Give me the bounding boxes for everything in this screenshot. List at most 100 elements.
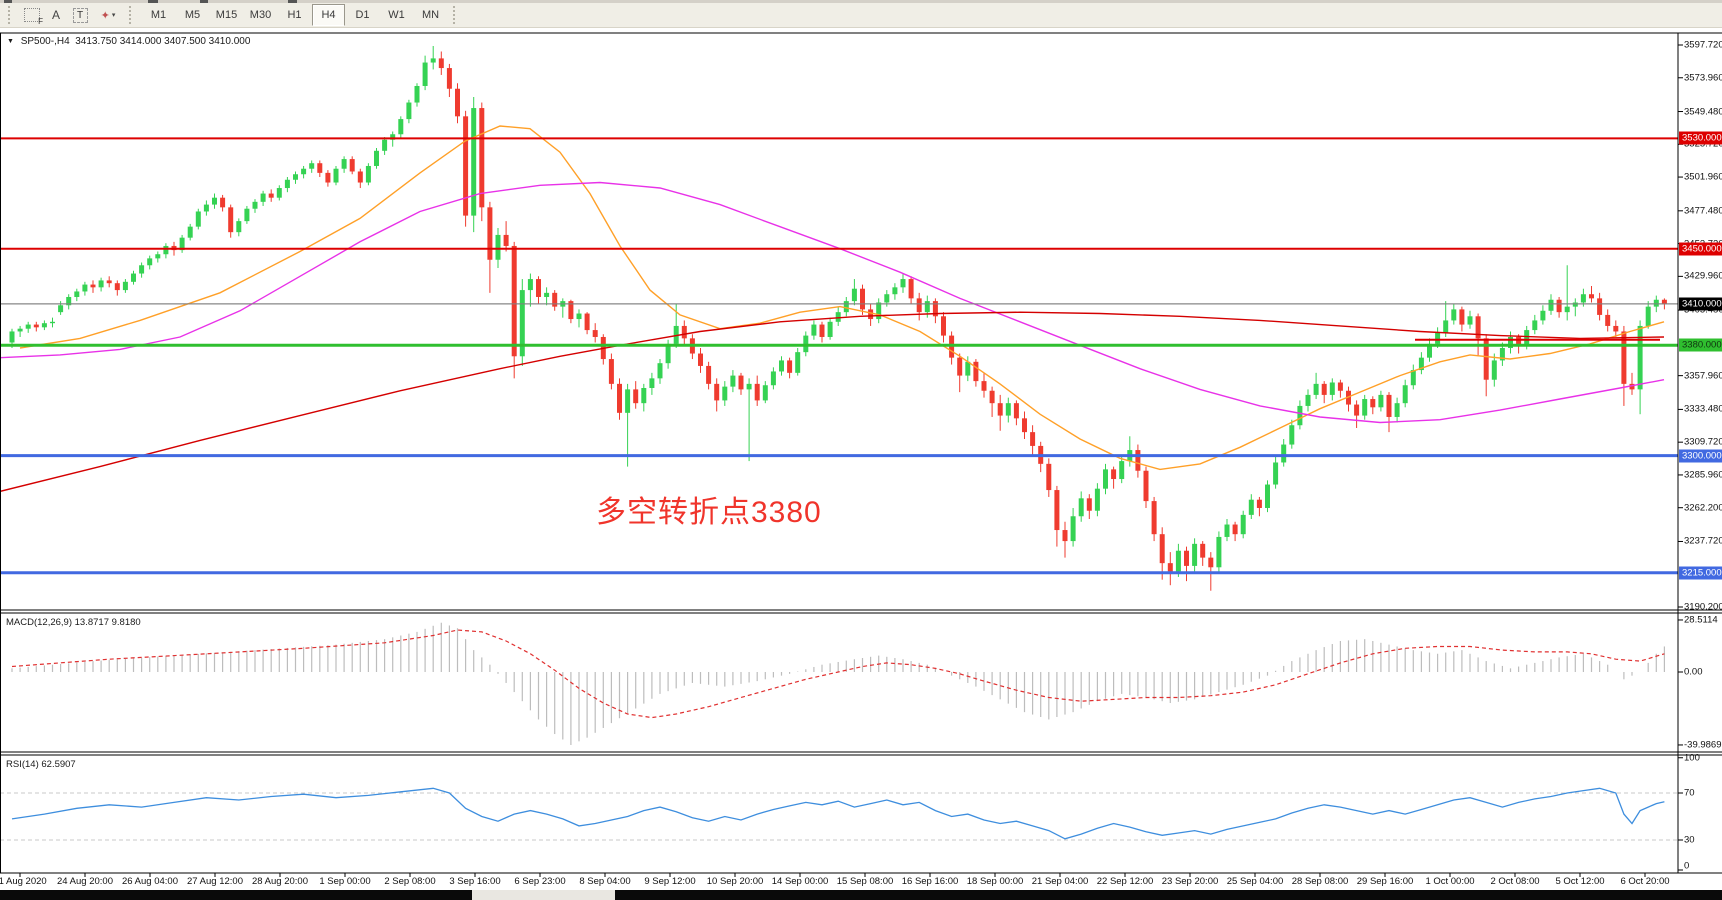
candle-body: [827, 321, 833, 337]
candle-body: [1653, 299, 1659, 307]
candle-body: [1410, 370, 1416, 386]
macd-axis-label: 28.5114: [1684, 614, 1718, 626]
tf-button-H1[interactable]: H1: [287, 9, 302, 21]
candle-body: [924, 301, 930, 313]
candle-body: [1216, 536, 1222, 568]
candle-body: [860, 288, 865, 310]
candle-body: [811, 324, 817, 336]
candle-body: [390, 134, 396, 140]
text-a-icon[interactable]: A: [51, 8, 60, 22]
arrows-shapes-icon[interactable]: ✦ ▾: [93, 6, 123, 25]
candle-body: [1119, 461, 1125, 480]
rsi-line: [11, 787, 1665, 840]
candle-body: [284, 179, 290, 189]
candle-body: [446, 68, 452, 89]
toolbar-grip[interactable]: [129, 6, 136, 24]
candle-body: [1524, 330, 1530, 346]
candle-body: [1232, 524, 1238, 535]
tf-button-M5[interactable]: M5: [184, 9, 201, 21]
candle-body: [908, 279, 914, 299]
time-axis-label: 25 Sep 04:00: [1226, 876, 1284, 887]
candle-body: [479, 108, 485, 208]
candle-body: [260, 193, 266, 202]
toolbar-grip[interactable]: [8, 6, 15, 24]
candle-body: [762, 385, 768, 401]
time-axis-label: 27 Aug 12:00: [187, 876, 243, 887]
time-axis-label: 24 Aug 20:00: [57, 876, 113, 887]
candle-body: [244, 208, 250, 222]
candle-body: [568, 301, 574, 320]
candle-body: [1483, 338, 1489, 380]
candle-body: [341, 159, 347, 169]
candle-body: [252, 201, 258, 209]
candle-body: [1240, 514, 1246, 535]
candle-body: [187, 226, 193, 238]
candle-body: [941, 316, 946, 336]
candle-body: [770, 371, 776, 386]
candle-body: [1435, 332, 1441, 344]
candle-body: [1151, 501, 1157, 535]
dotted-box-f-icon[interactable]: F: [21, 6, 43, 26]
candle-body: [1184, 550, 1189, 566]
tf-button-D1[interactable]: D1: [355, 9, 370, 21]
tf-button-M30[interactable]: M30: [249, 9, 272, 21]
price-tag-3450.000: 3450.000: [1679, 242, 1722, 256]
candle-body: [625, 389, 631, 413]
tf-button-M1[interactable]: M1: [150, 9, 167, 21]
candle-body: [1427, 343, 1432, 358]
candle-body: [349, 159, 355, 172]
tf-button-H4[interactable]: H4: [312, 4, 345, 26]
candle-body: [1418, 357, 1424, 371]
candle-body: [1005, 403, 1011, 416]
candle-body: [1597, 298, 1603, 315]
macd-label: MACD(12,26,9) 13.8717 9.8180: [6, 617, 141, 628]
candle-body: [1200, 543, 1206, 558]
toolbar: F A T ✦ ▾ M1 M5 M15 M30 H1 H4 D1 W1 MN: [0, 3, 1722, 28]
time-axis-label: 5 Oct 12:00: [1555, 876, 1605, 887]
candle-body: [1208, 557, 1214, 568]
candle-body: [98, 280, 104, 288]
candle-body: [576, 313, 582, 320]
toolbar-grip[interactable]: [453, 6, 460, 24]
candle-body: [511, 245, 517, 357]
candle-body: [139, 265, 145, 274]
candle-body: [876, 302, 882, 320]
candle-body: [779, 360, 784, 372]
time-axis-label: 15 Sep 08:00: [836, 876, 894, 887]
candle-body: [293, 174, 298, 180]
rsi-axis-label: 30: [1684, 834, 1695, 846]
candle-body: [1491, 360, 1497, 380]
chart-canvas[interactable]: [0, 28, 1722, 890]
candle-body: [1135, 450, 1141, 471]
rsi-axis-label: 70: [1684, 787, 1695, 799]
candle-body: [1362, 399, 1368, 416]
tf-button-W1[interactable]: W1: [388, 9, 405, 21]
candle-body: [309, 163, 315, 169]
candle-body: [1613, 325, 1619, 332]
candle-body: [698, 353, 703, 366]
chart-dropdown-icon[interactable]: ▼: [7, 38, 14, 45]
text-box-t-icon[interactable]: T: [69, 6, 91, 25]
candle-body: [1329, 382, 1335, 395]
chart-title[interactable]: ▼ SP500-,H4 3413.750 3414.000 3407.500 3…: [7, 36, 250, 47]
tf-button-M15[interactable]: M15: [215, 9, 238, 21]
candle-body: [1305, 394, 1311, 406]
candle-body: [374, 150, 379, 166]
candle-body: [1086, 498, 1092, 511]
time-axis-label: 3 Sep 16:00: [449, 876, 501, 887]
candle-body: [1256, 499, 1262, 508]
candle-body: [58, 305, 64, 313]
tf-button-MN[interactable]: MN: [421, 9, 440, 21]
candle-body: [179, 237, 185, 251]
chart-area[interactable]: ▼ SP500-,H4 3413.750 3414.000 3407.500 3…: [0, 28, 1722, 890]
candle-body: [495, 234, 501, 260]
candle-body: [1346, 390, 1351, 405]
candle-body: [1394, 403, 1400, 417]
candle-body: [382, 139, 388, 151]
price-tag-3530.000: 3530.000: [1679, 131, 1722, 145]
candle-body: [1078, 498, 1084, 517]
candle-body: [1451, 309, 1457, 321]
candle-body: [82, 284, 88, 292]
candle-body: [1143, 470, 1149, 502]
candle-body: [236, 221, 242, 233]
